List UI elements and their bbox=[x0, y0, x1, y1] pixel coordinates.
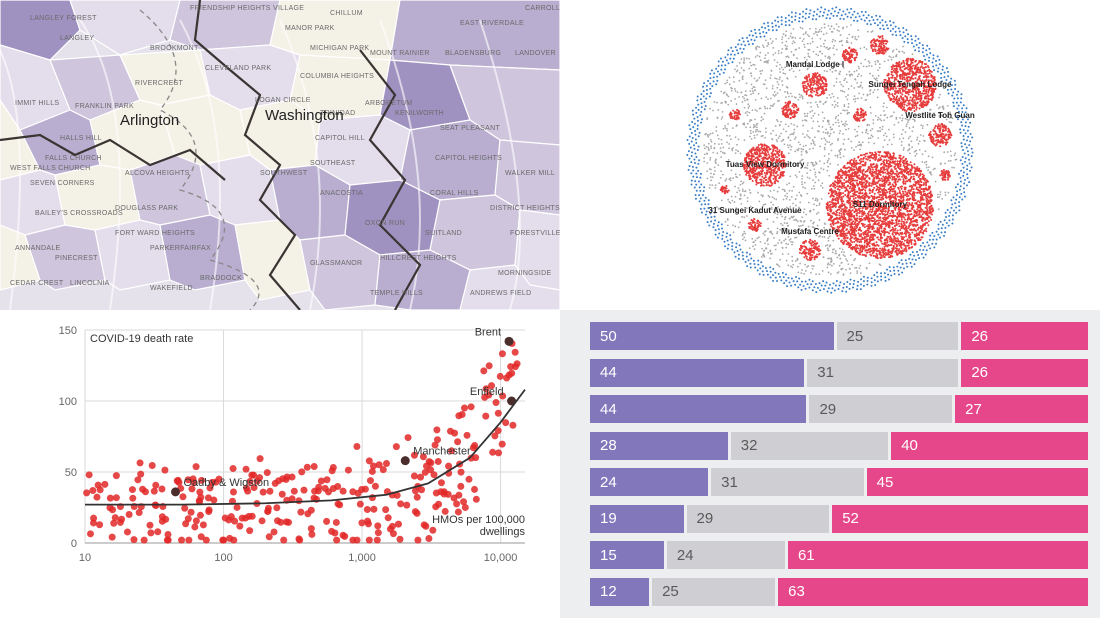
svg-text:Arlington: Arlington bbox=[120, 112, 179, 129]
svg-text:FRIENDSHIP HEIGHTS VILLAGE: FRIENDSHIP HEIGHTS VILLAGE bbox=[190, 5, 304, 12]
svg-text:MICHIGAN PARK: MICHIGAN PARK bbox=[310, 45, 369, 52]
bar-seg-1: 44 bbox=[590, 395, 806, 423]
bar-seg-1: 15 bbox=[590, 541, 664, 569]
svg-text:LOGAN CIRCLE: LOGAN CIRCLE bbox=[255, 97, 311, 104]
bar-seg-3: 52 bbox=[832, 505, 1088, 533]
svg-text:PARKERFAIRFAX: PARKERFAIRFAX bbox=[150, 245, 211, 252]
svg-text:LANDOVER: LANDOVER bbox=[515, 50, 556, 57]
bar-seg-2: 29 bbox=[809, 395, 952, 423]
svg-text:TEMPLE HILLS: TEMPLE HILLS bbox=[370, 290, 423, 297]
bar-row: 243145 bbox=[590, 468, 1088, 496]
svg-text:BAILEY'S CROSSROADS: BAILEY'S CROSSROADS bbox=[35, 210, 123, 217]
svg-text:WEST FALLS CHURCH: WEST FALLS CHURCH bbox=[10, 165, 90, 172]
svg-text:BROOKMONT: BROOKMONT bbox=[150, 45, 199, 52]
bar-seg-1: 44 bbox=[590, 359, 804, 387]
bar-seg-1: 28 bbox=[590, 432, 728, 460]
bar-seg-2: 29 bbox=[687, 505, 830, 533]
svg-text:FRANKLIN PARK: FRANKLIN PARK bbox=[75, 103, 134, 110]
svg-text:LINCOLNIA: LINCOLNIA bbox=[70, 280, 110, 287]
bar-seg-1: 50 bbox=[590, 322, 834, 350]
stacked-bar-chart: 5025264431264429272832402431451929521524… bbox=[560, 310, 1100, 618]
bar-seg-1: 19 bbox=[590, 505, 684, 533]
svg-text:RIVERCREST: RIVERCREST bbox=[135, 80, 184, 87]
svg-text:WAKEFIELD: WAKEFIELD bbox=[150, 285, 193, 292]
bar-seg-3: 26 bbox=[961, 359, 1088, 387]
svg-text:SUITLAND: SUITLAND bbox=[425, 230, 462, 237]
bar-seg-2: 31 bbox=[807, 359, 958, 387]
svg-text:DOUGLASS PARK: DOUGLASS PARK bbox=[115, 205, 178, 212]
svg-text:CLEVELAND PARK: CLEVELAND PARK bbox=[205, 65, 271, 72]
bar-seg-3: 26 bbox=[961, 322, 1088, 350]
bar-seg-3: 45 bbox=[867, 468, 1088, 496]
bar-row: 152461 bbox=[590, 541, 1088, 569]
svg-text:SEAT PLEASANT: SEAT PLEASANT bbox=[440, 125, 500, 132]
scatter-plot: 101001,00010,000050100150COVID-19 death … bbox=[0, 310, 560, 618]
bar-seg-1: 24 bbox=[590, 468, 708, 496]
svg-text:MANOR PARK: MANOR PARK bbox=[285, 25, 335, 32]
bar-seg-2: 25 bbox=[652, 578, 775, 606]
svg-text:FORT WARD HEIGHTS: FORT WARD HEIGHTS bbox=[115, 230, 195, 237]
svg-text:CEDAR CREST: CEDAR CREST bbox=[10, 280, 64, 287]
svg-text:LANGLEY: LANGLEY bbox=[60, 35, 94, 42]
choropleth-map: LANGLEY FOREST FRIENDSHIP HEIGHTS VILLAGE… bbox=[0, 0, 560, 310]
svg-text:CAPITOL HILL: CAPITOL HILL bbox=[315, 135, 365, 142]
svg-text:ANDREWS FIELD: ANDREWS FIELD bbox=[470, 290, 531, 297]
bar-row: 442927 bbox=[590, 395, 1088, 423]
svg-text:COLUMBIA HEIGHTS: COLUMBIA HEIGHTS bbox=[300, 73, 374, 80]
svg-text:EAST RIVERDALE: EAST RIVERDALE bbox=[460, 20, 524, 27]
svg-text:SEVEN CORNERS: SEVEN CORNERS bbox=[30, 180, 95, 187]
svg-text:GLASSMANOR: GLASSMANOR bbox=[310, 260, 362, 267]
svg-text:KENILWORTH: KENILWORTH bbox=[395, 110, 444, 117]
svg-text:MOUNT RAINIER: MOUNT RAINIER bbox=[370, 50, 430, 57]
svg-text:ALCOVA HEIGHTS: ALCOVA HEIGHTS bbox=[125, 170, 190, 177]
svg-text:DISTRICT HEIGHTS: DISTRICT HEIGHTS bbox=[490, 205, 560, 212]
bar-seg-3: 63 bbox=[778, 578, 1088, 606]
bar-seg-1: 12 bbox=[590, 578, 649, 606]
svg-text:CARROLLTON: CARROLLTON bbox=[525, 5, 560, 12]
bar-seg-3: 27 bbox=[955, 395, 1088, 423]
svg-text:MORNINGSIDE: MORNINGSIDE bbox=[498, 270, 551, 277]
bar-seg-2: 24 bbox=[667, 541, 785, 569]
svg-text:CHILLUM: CHILLUM bbox=[330, 10, 363, 17]
svg-text:SOUTHEAST: SOUTHEAST bbox=[310, 160, 356, 167]
bar-seg-2: 31 bbox=[711, 468, 864, 496]
svg-text:SOUTHWEST: SOUTHWEST bbox=[260, 170, 308, 177]
bar-seg-2: 32 bbox=[731, 432, 888, 460]
svg-text:IMMIT HILLS: IMMIT HILLS bbox=[15, 100, 59, 107]
svg-text:HILLCREST HEIGHTS: HILLCREST HEIGHTS bbox=[380, 255, 457, 262]
bar-row: 122563 bbox=[590, 578, 1088, 606]
bar-seg-2: 25 bbox=[837, 322, 959, 350]
svg-text:HALLS HILL: HALLS HILL bbox=[60, 135, 102, 142]
bubble-cluster-chart: S11 DormitorySungei Tengah LodgeTuas Vie… bbox=[560, 0, 1100, 310]
svg-text:ARBORETUM: ARBORETUM bbox=[365, 100, 412, 107]
svg-text:CORAL HILLS: CORAL HILLS bbox=[430, 190, 479, 197]
svg-text:FORESTVILLE: FORESTVILLE bbox=[510, 230, 560, 237]
svg-text:BRADDOCK: BRADDOCK bbox=[200, 275, 242, 282]
svg-text:OXON RUN: OXON RUN bbox=[365, 220, 405, 227]
svg-text:FALLS CHURCH: FALLS CHURCH bbox=[45, 155, 102, 162]
bar-row: 502526 bbox=[590, 322, 1088, 350]
bar-row: 283240 bbox=[590, 432, 1088, 460]
bar-seg-3: 61 bbox=[788, 541, 1088, 569]
svg-text:WALKER MILL: WALKER MILL bbox=[505, 170, 555, 177]
svg-text:Washington: Washington bbox=[265, 107, 344, 124]
svg-text:ANNANDALE: ANNANDALE bbox=[15, 245, 61, 252]
svg-text:CAPITOL HEIGHTS: CAPITOL HEIGHTS bbox=[435, 155, 502, 162]
bar-row: 192952 bbox=[590, 505, 1088, 533]
svg-text:ANACOSTIA: ANACOSTIA bbox=[320, 190, 363, 197]
svg-text:LANGLEY FOREST: LANGLEY FOREST bbox=[30, 15, 97, 22]
bar-row: 443126 bbox=[590, 359, 1088, 387]
svg-text:BLADENSBURG: BLADENSBURG bbox=[445, 50, 501, 57]
bar-seg-3: 40 bbox=[891, 432, 1088, 460]
svg-text:PINECREST: PINECREST bbox=[55, 255, 98, 262]
